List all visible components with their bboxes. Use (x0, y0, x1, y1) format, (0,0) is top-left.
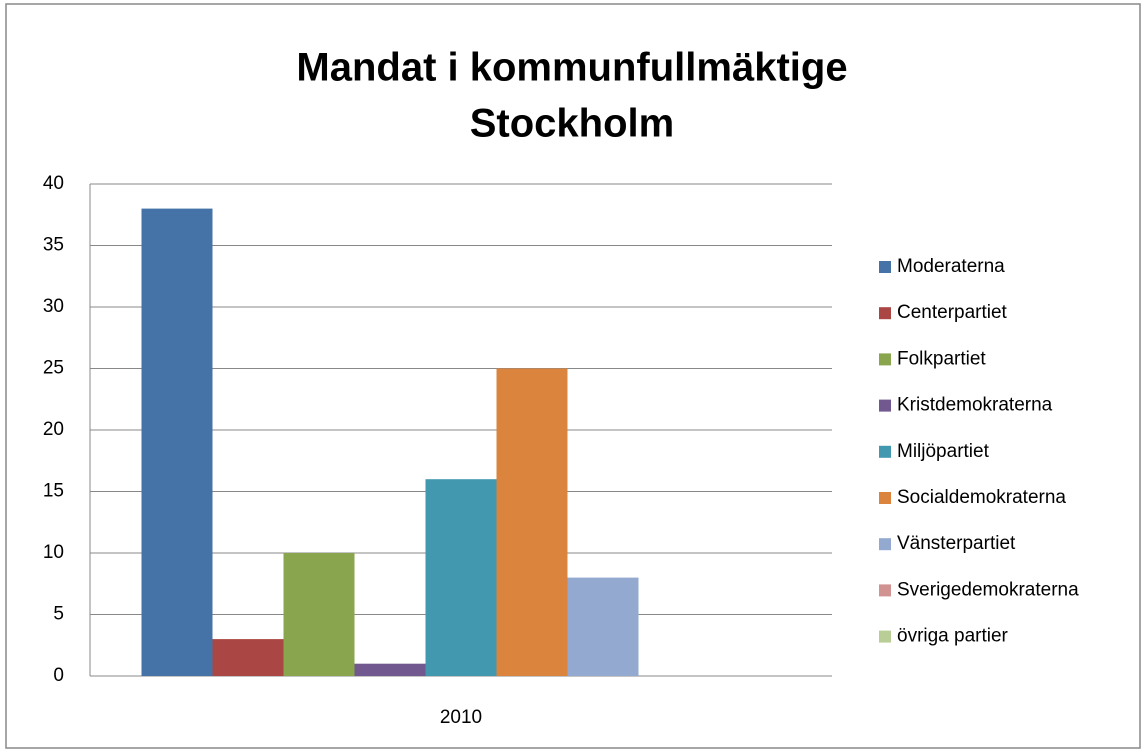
legend-label: Kristdemokraterna (897, 395, 1053, 416)
y-tick-label: 40 (43, 173, 64, 194)
legend-swatch (879, 353, 891, 366)
legend-swatch (879, 445, 891, 458)
bar (283, 553, 355, 676)
legend-swatch (879, 584, 891, 597)
legend-swatch (879, 261, 891, 273)
bar (354, 663, 426, 676)
legend-swatch (879, 399, 891, 412)
y-tick-label: 35 (43, 235, 64, 256)
legend-swatch (879, 538, 891, 551)
legend-swatch (879, 630, 891, 643)
legend-label: övriga partier (897, 626, 1009, 647)
y-tick-label: 30 (43, 296, 64, 317)
legend-swatch (879, 307, 891, 320)
y-tick-label: 15 (43, 481, 64, 502)
legend-label: Vänsterpartiet (897, 533, 1016, 554)
y-tick-label: 20 (43, 419, 64, 440)
legend-label: Folkpartiet (897, 348, 986, 369)
x-tick-label: 2010 (440, 707, 482, 728)
bar (141, 208, 213, 676)
legend-label: Centerpartiet (897, 302, 1008, 323)
legend-swatch (879, 492, 891, 504)
bar (212, 639, 284, 676)
bar (567, 577, 639, 676)
legend-label: Socialdemokraterna (897, 487, 1066, 508)
chart-title: Mandat i kommunfullmäktige (296, 46, 847, 90)
bar (425, 479, 497, 676)
legend-label: Moderaterna (897, 256, 1005, 277)
chart-title: Stockholm (470, 102, 674, 146)
legend-label: Sverigedemokraterna (897, 579, 1079, 600)
y-tick-label: 0 (53, 665, 64, 686)
bar (496, 368, 568, 676)
y-tick-label: 10 (43, 542, 64, 563)
legend-label: Miljöpartiet (897, 441, 990, 462)
y-tick-label: 25 (43, 358, 64, 379)
y-tick-label: 5 (53, 604, 64, 625)
